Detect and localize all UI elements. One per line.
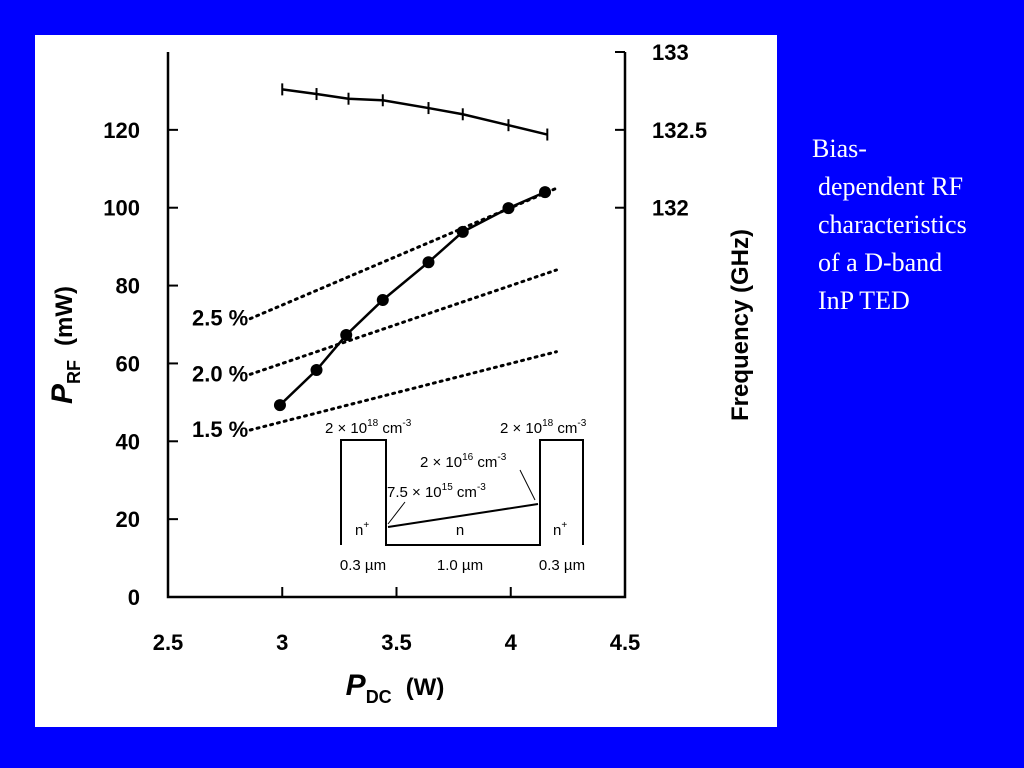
caption-line: Bias- (812, 134, 867, 163)
caption: Bias-dependent RF characteristics of a D-b… (812, 134, 967, 315)
x-tick-label: 3.5 (381, 630, 412, 655)
caption-line: InP TED (818, 286, 910, 315)
y-tick-label: 20 (116, 507, 140, 532)
inset-label: 7.5 × 1015 cm-3 (387, 482, 486, 501)
label-part: 7.5 × 10 (387, 484, 442, 501)
label-part: 2 × 10 (500, 420, 542, 437)
caption-line: dependent RF (818, 172, 963, 201)
y2-tick-label: 133 (652, 40, 689, 65)
x-tick-label: 2.5 (153, 630, 184, 655)
inset-labels: 2 × 1018 cm-3 2 × 1018 cm-32 × 1016 cm-37… (325, 418, 587, 574)
caption-line: of a D-band (818, 248, 942, 277)
y-axis-label: PRF(mW) (46, 286, 84, 404)
series-label: 2.5 % (192, 306, 248, 331)
y-tick-label: 60 (116, 351, 140, 376)
inset-label: 2 × 1018 cm-3 (500, 418, 587, 437)
y-tick-label: 120 (103, 118, 140, 143)
inset-diagram (340, 439, 584, 546)
superscript: -3 (497, 452, 506, 463)
inset-label: n+ (553, 520, 567, 539)
arrow (387, 501, 406, 525)
data-point (422, 256, 435, 269)
label-part: n (553, 522, 561, 539)
caption-line: characteristics (818, 210, 967, 239)
efficiency-line (248, 268, 558, 376)
y2-tick-label: 132 (652, 196, 689, 221)
width-label: 1.0 µm (437, 557, 483, 574)
data-point (273, 399, 286, 412)
x-axis-label: PDC (W) (346, 669, 445, 707)
data-point (456, 225, 469, 238)
superscript: 18 (542, 418, 554, 429)
label-part: 2 × 10 (325, 420, 367, 437)
label-part: cm (453, 484, 477, 501)
x-tick-label: 4 (505, 630, 518, 655)
arrow (519, 469, 536, 501)
efficiency-line (248, 186, 558, 321)
x-tick-label: 4.5 (610, 630, 641, 655)
data-point (310, 364, 323, 377)
superscript: + (363, 520, 369, 531)
data-point (340, 329, 353, 342)
superscript: -3 (577, 418, 586, 429)
series-label: 2.0 % (192, 361, 248, 386)
superscript: 15 (442, 482, 454, 493)
x-tick-label: 3 (276, 630, 288, 655)
superscript: + (561, 520, 567, 531)
y-tick-label: 0 (128, 585, 140, 610)
y-tick-label: 40 (116, 429, 140, 454)
graded-doping (387, 503, 539, 528)
y2-axis-label: Frequency (GHz) (727, 229, 754, 421)
superscript: 16 (462, 452, 474, 463)
data-line (282, 88, 548, 136)
inset-label: 2 × 1018 cm-3 (325, 418, 412, 437)
width-label: 0.3 µm (539, 557, 585, 574)
superscript: -3 (477, 482, 486, 493)
inset-label: 2 × 1016 cm-3 (420, 452, 507, 471)
data-point (376, 293, 389, 306)
label-part: cm (553, 420, 577, 437)
plot: 2.5 3 3.5 4 4.5 0 20 40 60 80 100 120 132 132.5 133 2.5… (103, 40, 707, 655)
label-part: cm (378, 420, 402, 437)
series-label: 1.5 % (192, 417, 248, 442)
doping-profile (340, 439, 584, 546)
inset-label: n (456, 522, 464, 539)
label-part: n (355, 522, 363, 539)
y-tick-label: 80 (116, 274, 140, 299)
figure-panel (35, 35, 777, 727)
superscript: -3 (402, 418, 411, 429)
label-part: 2 × 10 (420, 454, 462, 471)
label-part: cm (473, 454, 497, 471)
width-label: 0.3 µm (340, 557, 386, 574)
y2-tick-label: 132.5 (652, 118, 707, 143)
inset-label: n+ (355, 520, 369, 539)
superscript: 18 (367, 418, 379, 429)
y-tick-label: 100 (103, 196, 140, 221)
